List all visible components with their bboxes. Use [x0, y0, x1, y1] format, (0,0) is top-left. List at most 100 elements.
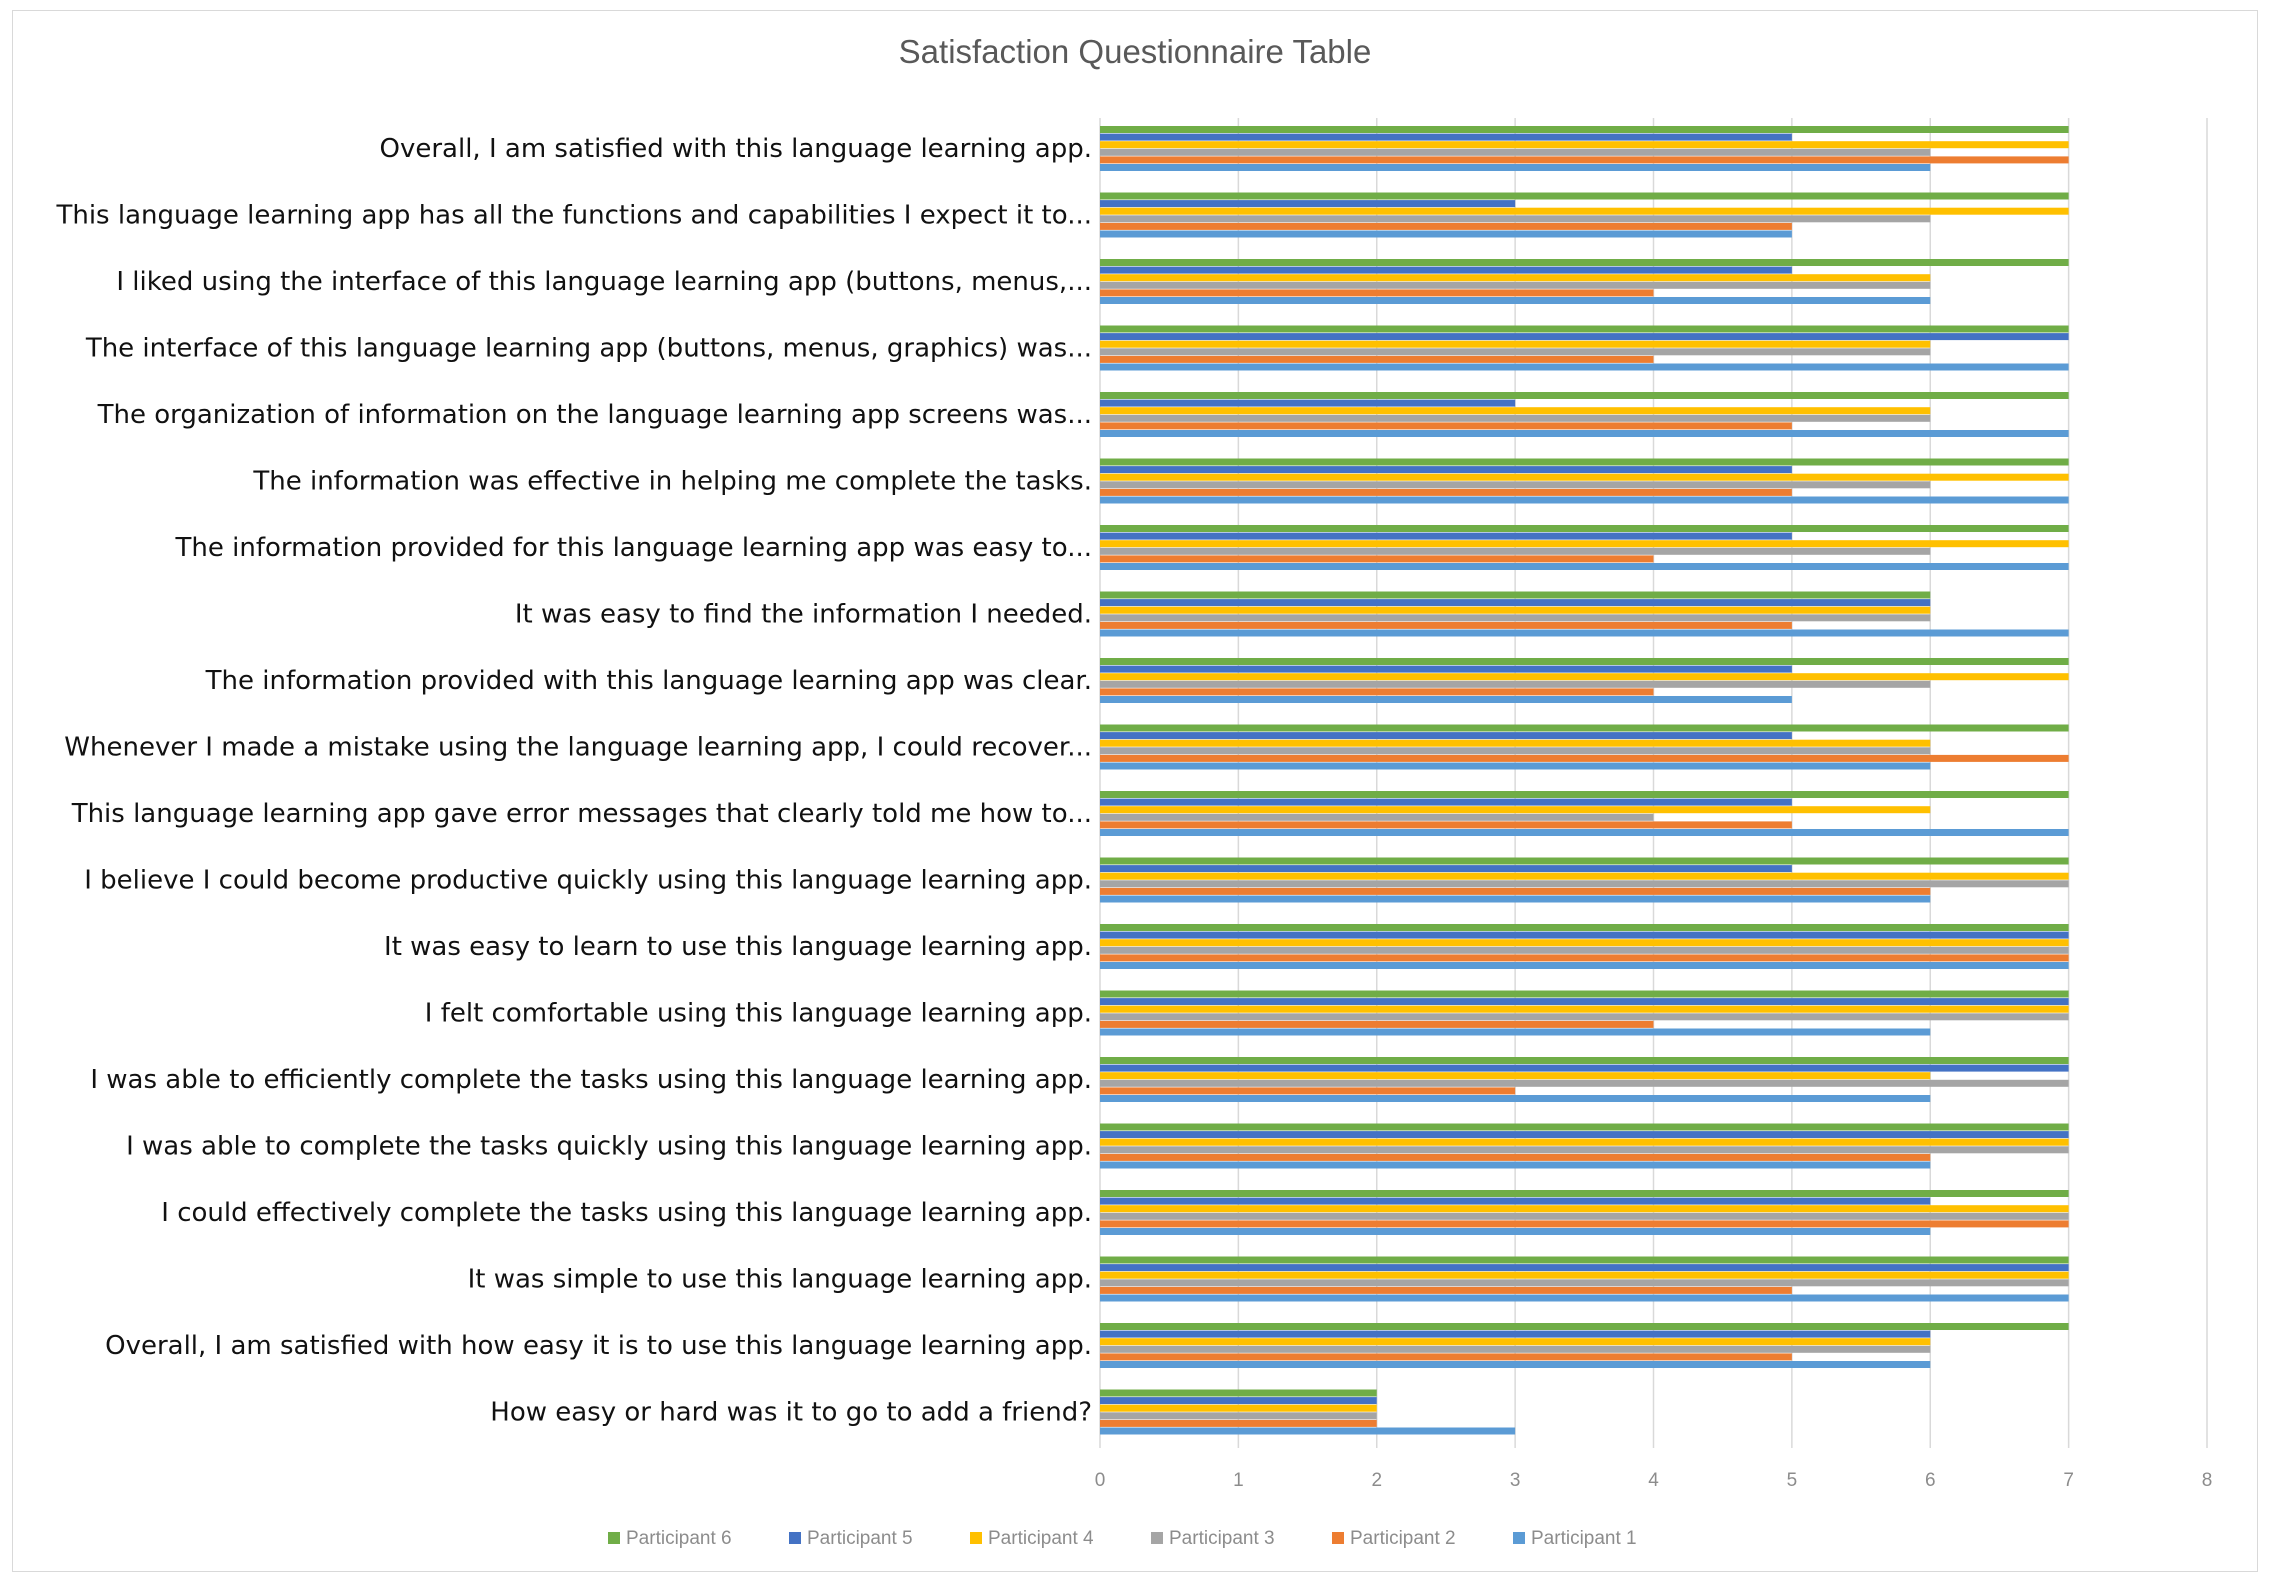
bar [1100, 762, 1931, 770]
category-label: How easy or hard was it to go to add a f… [490, 1397, 1092, 1427]
x-tick-label: 8 [2202, 1470, 2213, 1491]
category-label: Whenever I made a mistake using the lang… [64, 732, 1092, 762]
category-label: The organization of information on the l… [97, 400, 1092, 430]
bar [1100, 688, 1654, 696]
bar [1100, 739, 1931, 747]
bar [1100, 1279, 2069, 1287]
bar [1100, 1161, 1931, 1169]
bar [1100, 430, 2069, 437]
bar [1100, 1131, 2069, 1139]
bar [1100, 732, 1792, 740]
chart-frame: Satisfaction Questionnaire Table Overall… [12, 10, 2258, 1572]
bar [1100, 1412, 1377, 1420]
bar [1100, 200, 1516, 208]
category-label: The information provided for this langua… [175, 533, 1093, 563]
bar [1100, 629, 2069, 637]
bar [1100, 606, 1931, 614]
bar [1100, 658, 2069, 665]
x-tick-label: 3 [1510, 1470, 1521, 1491]
category-label: I liked using the interface of this lang… [116, 267, 1092, 297]
category-label: This language learning app has all the f… [55, 200, 1092, 230]
bar [1100, 724, 2069, 732]
bar [1100, 1020, 1654, 1028]
bar [1100, 473, 2069, 481]
bar [1100, 148, 1931, 156]
bar [1100, 829, 2069, 836]
bar [1100, 547, 1931, 555]
bar [1100, 1146, 2069, 1154]
bar [1100, 1220, 2069, 1228]
category-label: It was simple to use this language learn… [468, 1264, 1092, 1294]
bar [1100, 1013, 2069, 1021]
bar [1100, 924, 2069, 931]
legend-swatch [1513, 1532, 1525, 1544]
bar [1100, 696, 1792, 703]
x-axis-ticks: 0 1 2 3 4 5 6 7 8 [1095, 1470, 2213, 1491]
bar [1100, 1427, 1516, 1435]
bar [1100, 1338, 1931, 1346]
bar [1100, 525, 2069, 532]
category-label: I was able to efficiently complete the t… [90, 1065, 1092, 1095]
bar [1100, 1123, 2069, 1131]
bar [1100, 207, 2069, 215]
bar [1100, 665, 1792, 673]
bar [1100, 1397, 1377, 1405]
legend-label: Participant 4 [988, 1528, 1094, 1549]
x-tick-label: 7 [2063, 1470, 2074, 1491]
bar [1100, 392, 2069, 399]
bar [1100, 289, 1654, 297]
bar [1100, 164, 1931, 171]
legend-label: Participant 2 [1350, 1528, 1456, 1549]
bar [1100, 1256, 2069, 1264]
bar [1100, 1005, 2069, 1013]
bar [1100, 1353, 1792, 1361]
bar [1100, 680, 1931, 688]
bar [1100, 1197, 1931, 1205]
gridlines [1099, 118, 2208, 1448]
bar [1100, 806, 1931, 814]
legend-swatch [1151, 1532, 1163, 1544]
legend-swatch [789, 1532, 801, 1544]
bar [1100, 488, 1792, 496]
bar [1100, 614, 1931, 622]
bar [1100, 1212, 2069, 1220]
bar [1100, 673, 2069, 681]
category-label: The interface of this language learning … [85, 333, 1092, 363]
bar [1100, 1028, 1931, 1036]
bar [1100, 141, 2069, 149]
bar [1100, 798, 1792, 806]
x-tick-label: 0 [1095, 1470, 1106, 1491]
bar [1100, 266, 1792, 274]
bar [1100, 1138, 2069, 1146]
bar [1100, 857, 2069, 865]
bar [1100, 1095, 1931, 1102]
bar [1100, 946, 2069, 954]
x-tick-label: 4 [1648, 1470, 1659, 1491]
bar [1100, 939, 2069, 947]
bar [1100, 1419, 1377, 1427]
bar [1100, 1345, 1931, 1353]
chart-title: Satisfaction Questionnaire Table [899, 33, 1372, 70]
bar [1100, 563, 2069, 570]
bar [1100, 1064, 2069, 1072]
bar [1100, 481, 1931, 489]
bar [1100, 1205, 2069, 1213]
bar [1100, 887, 1931, 895]
bar [1100, 813, 1654, 821]
bar [1100, 555, 1654, 563]
bar [1100, 1361, 1931, 1368]
bar [1100, 458, 2069, 466]
bar [1100, 1190, 2069, 1197]
x-tick-label: 5 [1787, 1470, 1798, 1491]
bar [1100, 791, 2069, 798]
bar [1100, 1228, 1931, 1235]
bar [1100, 599, 1931, 607]
bar [1100, 1294, 2069, 1302]
bar [1100, 1072, 1931, 1080]
x-tick-label: 6 [1925, 1470, 1936, 1491]
bar [1100, 1389, 1377, 1397]
category-label: It was easy to find the information I ne… [515, 599, 1092, 629]
bar [1100, 407, 1931, 415]
bar [1100, 880, 2069, 888]
legend: Participant 6 Participant 5 Participant 4 P… [608, 1528, 1637, 1549]
